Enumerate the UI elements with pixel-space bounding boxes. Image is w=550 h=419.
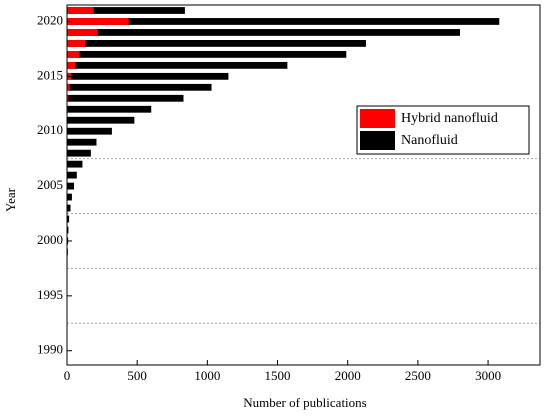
y-tick-label: 2005 [37,177,63,192]
bar [67,83,70,91]
y-tick-label: 2020 [37,12,63,27]
y-tick-label: 2010 [37,122,63,137]
bar [67,18,129,25]
bar [67,29,460,36]
bar [67,193,72,201]
legend-label: Nanofluid [401,133,458,148]
x-axis-label: Number of publications [243,395,366,410]
bar [67,50,347,58]
y-tick-label: 1990 [37,342,63,357]
bar [67,94,69,102]
bar [67,138,97,146]
x-tick-label: 1000 [194,368,220,383]
bar [67,40,86,47]
bar [67,116,135,124]
legend-swatch [360,109,395,128]
bar [67,72,229,80]
bar [67,226,69,234]
x-tick-label: 500 [127,368,147,383]
x-tick-label: 0 [64,368,71,383]
bar [67,105,152,113]
bar [67,171,77,179]
legend-label: Hybrid nanofluid [401,111,498,126]
bar [67,83,212,91]
y-tick-label: 1995 [37,287,63,302]
bar [67,7,94,14]
y-tick-label: 2000 [37,232,63,247]
bar [67,204,71,212]
bar [67,7,185,14]
bar [67,18,500,25]
x-tick-label: 1500 [265,368,291,383]
x-tick-label: 3000 [475,368,501,383]
bar [67,215,70,223]
bar [67,149,91,157]
y-axis-label: Year [3,187,18,212]
bar [67,50,80,58]
bar [67,94,184,102]
plot-frame [66,4,541,366]
x-tick-label: 2500 [405,368,431,383]
bar [67,40,366,47]
bar [67,160,83,168]
y-tick-label: 2015 [37,67,63,82]
x-tick-label: 2000 [335,368,361,383]
bar [67,29,98,36]
bar [67,61,76,69]
bar [67,127,112,135]
bar [67,61,288,69]
legend-swatch [360,131,395,150]
